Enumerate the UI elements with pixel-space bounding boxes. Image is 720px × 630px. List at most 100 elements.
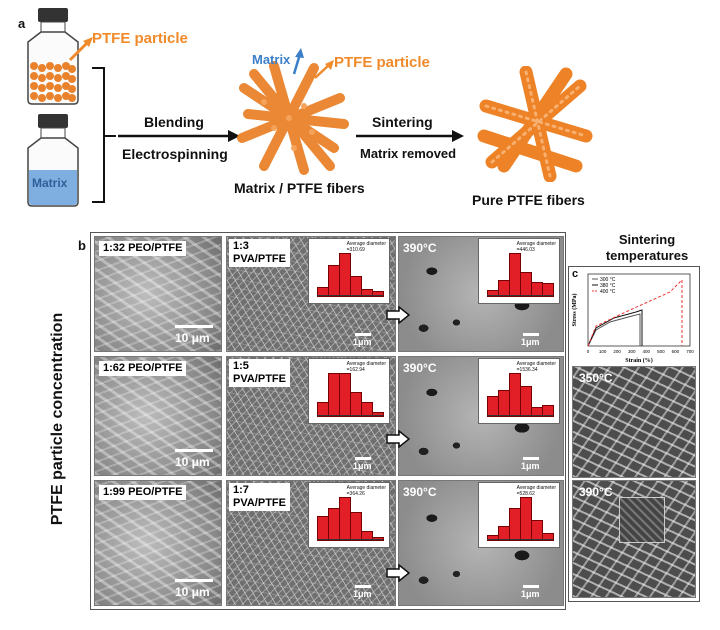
peo-ratio-label: 1:32 PEO/PTFE <box>99 241 187 256</box>
panel-c-heading: Sintering temperatures <box>580 232 714 264</box>
chart-ylabel: Stress (MPa) <box>571 293 578 326</box>
histogram-bar <box>520 385 532 417</box>
matrix-bottle-label: Matrix <box>32 176 68 190</box>
diameter-histogram: Average diameter =446.03 <box>478 238 560 304</box>
scale-bar <box>523 585 539 588</box>
temp-label: 390°C <box>403 361 437 375</box>
histogram-title: Average diameter =162.94 <box>346 361 386 373</box>
scale-bar <box>175 325 213 328</box>
arrow-to-ptfe-label-icon <box>68 37 93 62</box>
heading-line-2: temperatures <box>605 248 689 263</box>
histogram-bar <box>361 402 373 417</box>
sintering-arrow-icon <box>356 130 464 142</box>
row-arrow-icon <box>386 430 410 448</box>
sem-390c: 390°C <box>572 480 696 598</box>
legend-400: 400 °C <box>600 289 616 295</box>
stress-strain-chart: Stress (MPa) Strain (%) 0 100 200 300 400 500… <box>571 273 694 364</box>
x-tick-label: 600 <box>672 349 680 354</box>
histogram-bar <box>350 511 362 541</box>
diameter-histogram: Average diameter =310.69 <box>308 238 390 304</box>
scale-label: 10 μm <box>175 455 210 469</box>
histogram-bar <box>542 532 554 541</box>
row-arrow-icon <box>386 564 410 582</box>
scale-label: 1μm <box>353 589 372 599</box>
chart-plot-area <box>587 273 691 347</box>
heading-line-1: Sintering <box>618 232 676 247</box>
scale-bar <box>175 449 213 452</box>
scale-label: 1μm <box>521 461 540 471</box>
scale-label: 1μm <box>521 337 540 347</box>
scale-label: 1μm <box>353 337 372 347</box>
diameter-histogram: Average diameter =1536.34 <box>478 358 560 424</box>
pva-ratio-label: 1:3 PVA/PTFE <box>229 239 290 267</box>
histogram-bar <box>520 497 532 541</box>
blending-label: Blending <box>144 114 204 130</box>
panel-c-label: c <box>572 268 579 280</box>
pva-ratio-label: 1:5 PVA/PTFE <box>229 359 290 387</box>
diameter-histogram: Average diameter =364.26 <box>308 482 390 548</box>
pva-ratio-label: 1:7 PVA/PTFE <box>229 483 290 511</box>
x-tick-label: 400 <box>643 349 651 354</box>
legend-380: 380 °C <box>600 283 616 289</box>
sem-350c: 350°C <box>572 366 696 478</box>
histogram-title: Average diameter =528.62 <box>516 485 556 497</box>
histogram-title: Average diameter =310.69 <box>346 241 386 253</box>
diameter-histogram: Average diameter =528.62 <box>478 482 560 548</box>
x-tick-label: 100 <box>599 349 607 354</box>
histogram-bar <box>542 404 554 417</box>
sem-peo-2: 1:62 PEO/PTFE 10 μm <box>94 356 222 476</box>
legend-300: 300 °C <box>600 277 616 283</box>
scale-bar <box>523 457 539 460</box>
row-arrow-icon <box>386 306 410 324</box>
panel-a-label: a <box>18 16 26 31</box>
ptfe-arrow-icon <box>314 60 334 79</box>
matrix-bottle-icon <box>27 114 79 207</box>
histogram-axis <box>317 295 383 296</box>
diameter-histogram: Average diameter =162.94 <box>308 358 390 424</box>
pure-ptfe-fibers-icon <box>477 66 593 182</box>
ptfe-particle-label-left: PTFE particle <box>92 30 188 47</box>
peo-ratio-label: 1:99 PEO/PTFE <box>99 485 187 500</box>
chart-xlabel: Strain (%) <box>625 357 653 364</box>
histogram-bar <box>350 276 362 297</box>
sintering-label: Sintering <box>372 114 433 130</box>
sem-inset <box>619 497 665 543</box>
scale-bar <box>355 585 371 588</box>
x-tick-label: 500 <box>657 349 665 354</box>
histogram-axis <box>487 539 553 540</box>
matrix-arrow-icon <box>292 48 304 75</box>
histogram-axis <box>487 295 553 296</box>
histogram-title: Average diameter =364.26 <box>346 485 386 497</box>
temp-390-label: 390°C <box>579 485 613 499</box>
scale-bar <box>355 457 371 460</box>
histogram-axis <box>317 415 383 416</box>
histogram-axis <box>317 539 383 540</box>
matrix-ptfe-fibers-caption: Matrix / PTFE fibers <box>234 180 365 196</box>
curve-400 <box>587 278 683 347</box>
bracket-icon <box>92 67 116 203</box>
sem-peo-3: 1:99 PEO/PTFE 10 μm <box>94 480 222 606</box>
panel-b-label: b <box>78 238 86 253</box>
x-tick-label: 700 <box>686 349 694 354</box>
histogram-title: Average diameter =1536.34 <box>516 361 556 373</box>
blending-arrow-icon <box>118 130 240 142</box>
scale-bar <box>523 333 539 336</box>
scale-label: 1μm <box>353 461 372 471</box>
histogram-bar <box>361 530 373 541</box>
scale-label: 10 μm <box>175 331 210 345</box>
x-tick-label: 0 <box>587 349 590 354</box>
matrix-ptfe-fibers-icon <box>237 61 349 175</box>
ptfe-concentration-axis-label: PTFE particle concentration <box>49 312 66 526</box>
pure-ptfe-fibers-caption: Pure PTFE fibers <box>472 192 585 208</box>
panel-c-frame <box>568 266 700 602</box>
matrix-label-mid: Matrix <box>252 52 291 67</box>
x-tick-label: 300 <box>628 349 636 354</box>
histogram-bar <box>531 520 543 541</box>
scale-bar <box>355 333 371 336</box>
ptfe-bottle-icon <box>27 8 79 105</box>
histogram-bar <box>339 253 351 297</box>
curve-300 <box>587 313 641 347</box>
electrospinning-label: Electrospinning <box>122 146 228 162</box>
scale-label: 1μm <box>521 589 540 599</box>
matrix-removed-label: Matrix removed <box>360 146 457 161</box>
